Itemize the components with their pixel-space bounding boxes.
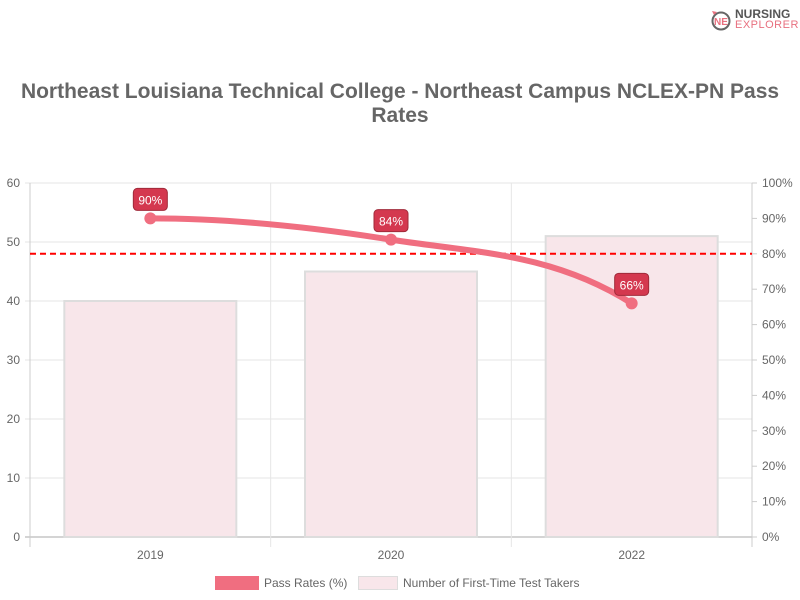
y-right-tick-label: 80% (762, 247, 786, 261)
chart-title: Northeast Louisiana Technical College - … (20, 80, 780, 127)
data-label-box (373, 209, 409, 233)
y-right-tick-label: 20% (762, 459, 786, 473)
y-right-tick-label: 10% (762, 495, 786, 509)
x-tick-label: 2022 (618, 548, 645, 562)
data-label: 90% (138, 193, 162, 207)
nursing-explorer-logo: NE NURSING EXPLORER (710, 8, 799, 31)
legend-item-test-takers[interactable]: Number of First-Time Test Takers (358, 576, 579, 590)
y-left-tick-label: 20 (7, 412, 21, 426)
svg-text:NE: NE (714, 17, 728, 28)
legend-swatch (215, 576, 259, 590)
y-left-tick-label: 0 (13, 530, 20, 544)
y-left-tick-label: 10 (7, 471, 21, 485)
legend-label: Pass Rates (%) (264, 576, 348, 590)
y-left-tick-label: 40 (7, 294, 21, 308)
logo-icon: NE (711, 10, 731, 30)
y-left-tick-label: 30 (7, 353, 21, 367)
legend-item-pass-rates[interactable]: Pass Rates (%) (215, 576, 347, 590)
data-label-box (132, 187, 168, 211)
pass-rate-point (385, 233, 397, 246)
y-right-tick-label: 100% (762, 176, 793, 190)
y-left-tick-label: 50 (7, 235, 21, 249)
bar-2020 (304, 270, 478, 538)
y-right-tick-label: 40% (762, 388, 786, 402)
x-tick-label: 2019 (137, 548, 164, 562)
data-label: 66% (620, 278, 644, 292)
y-right-tick-label: 90% (762, 211, 786, 225)
logo-text-2: EXPLORER (735, 19, 799, 31)
y-right-tick-label: 70% (762, 282, 786, 296)
pass-rate-point (625, 297, 638, 310)
y-right-tick-label: 30% (762, 424, 786, 438)
legend-label: Number of First-Time Test Takers (403, 576, 580, 590)
data-label-box (614, 272, 650, 296)
bar-2019 (63, 300, 238, 538)
logo-text-1: NURSING (735, 7, 791, 21)
data-label: 84% (379, 215, 403, 229)
y-left-tick-label: 60 (7, 176, 21, 190)
pass-rate-point (144, 212, 157, 225)
y-right-tick-label: 0% (762, 530, 780, 544)
y-right-tick-label: 60% (762, 318, 786, 332)
y-right-tick-label: 50% (762, 353, 786, 367)
x-tick-label: 2020 (378, 548, 405, 562)
legend-swatch (358, 576, 398, 590)
